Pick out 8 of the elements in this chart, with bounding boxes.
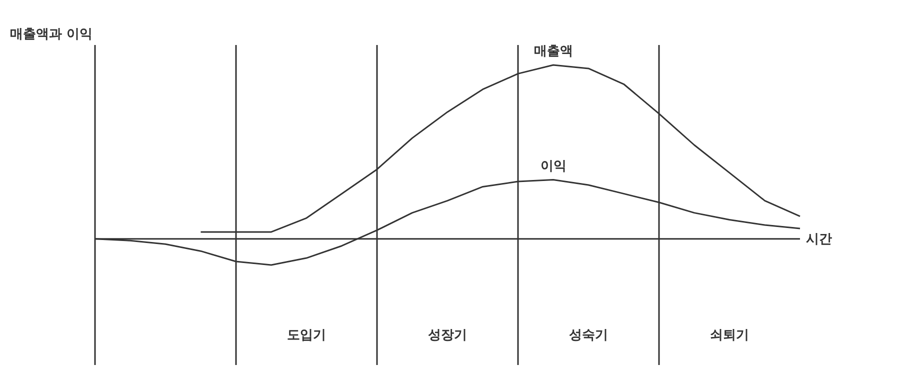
text: 쇠퇴기 [710, 328, 749, 343]
text: 성숙기 [569, 328, 608, 343]
text: 도입기 [287, 328, 326, 343]
text: 성장기 [428, 328, 467, 343]
series-label: 매출액 [534, 44, 573, 59]
y-axis-title: 매출액과 이익 [10, 27, 93, 42]
x-axis-title: 시간 [806, 232, 832, 247]
series-label: 이익 [540, 158, 566, 174]
